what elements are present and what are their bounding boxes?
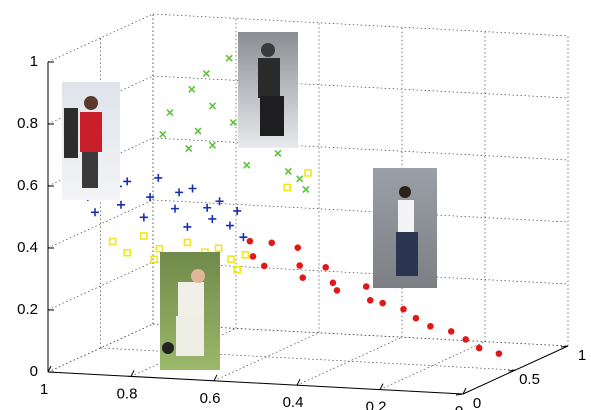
photo [238,32,298,148]
point [195,128,201,134]
point [269,240,274,245]
point [496,351,501,356]
photo [160,252,220,370]
point [91,208,99,216]
z-tick-label: 0 [30,363,38,380]
point [233,207,241,215]
y-tick-label: 0.5 [519,371,540,388]
z-tick-label: 1 [30,53,38,70]
point [226,222,234,230]
point [141,233,147,239]
point [234,267,240,273]
point [305,170,311,176]
point [216,245,222,251]
point [401,307,406,312]
point [250,254,255,259]
point [189,86,195,92]
point [175,188,183,196]
photo [62,82,120,200]
grid [48,14,568,395]
point [275,150,281,156]
x-tick-label: 0.4 [283,394,304,410]
x-tick-label: 0.6 [200,390,221,407]
point [151,256,157,262]
z-tick-label: 0.6 [17,177,38,194]
point [449,329,454,334]
point [124,250,130,256]
point [463,337,468,342]
x-tick-label: 0 [455,403,463,410]
point [210,142,216,148]
point [230,120,236,126]
point [203,71,209,77]
grid-line [214,333,319,381]
axis-line [48,372,463,394]
point [140,213,148,221]
y-tick-label: 0 [473,395,481,410]
point [295,245,300,250]
point [239,233,247,241]
point [300,275,305,280]
point [167,110,173,116]
tick-mark [131,370,134,376]
point [334,288,339,293]
point [284,184,290,190]
point [380,301,385,306]
z-tick-label: 0.2 [17,301,38,318]
point [262,263,267,268]
point [368,298,373,303]
page: {"chart_data": {"type": "scatter3d", "xl… [0,0,591,410]
tick-mark [380,384,383,390]
x-tick-label: 0.8 [117,385,138,402]
photo [373,168,437,288]
grid-line [153,138,568,160]
point [364,284,369,289]
x-tick-label: 0.2 [366,399,387,410]
point [154,174,162,182]
point [203,204,211,212]
point [189,185,197,193]
point [171,205,179,213]
point [285,168,291,174]
point [186,146,192,152]
point [216,197,224,205]
tick-mark [297,379,300,385]
chart: 00.20.40.60.8100.20.40.60.8100.51 [0,0,591,410]
point [297,176,303,182]
photos [62,32,437,370]
point [210,103,216,109]
point [160,131,166,137]
point [428,324,433,329]
point [330,280,335,285]
point [323,265,328,270]
x-tick-label: 1 [40,381,48,398]
point [247,239,252,244]
point [184,239,190,245]
point [244,162,250,168]
point [297,263,302,268]
point [156,246,162,252]
y-tick-label: 1 [578,347,586,364]
point [110,239,116,245]
point [228,256,234,262]
z-tick-label: 0.8 [17,115,38,132]
point [243,252,249,258]
point [123,177,131,185]
tick-mark [214,375,217,381]
point [183,223,191,231]
grid-line [153,14,568,36]
point [117,201,125,209]
point [226,55,232,61]
grid-line [153,76,568,98]
z-tick-label: 0.4 [17,239,38,256]
point [413,316,418,321]
point [303,186,309,192]
point [477,345,482,350]
point [208,215,216,223]
